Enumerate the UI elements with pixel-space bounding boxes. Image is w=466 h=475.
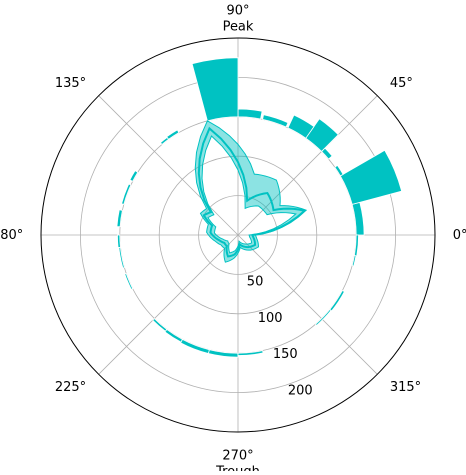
label-layer: 0° 45° 90°Peak 135° 180° 225° 270°Trough 315° 50… — [0, 3, 466, 475]
grid-layer — [41, 38, 435, 432]
r-tick-label-50: 50 — [247, 274, 264, 289]
hist-bar-17 — [152, 318, 168, 332]
theta-tick-label-315: 315° — [390, 380, 421, 395]
theta-grid-line-45 — [237, 95, 378, 236]
hist-bar-12 — [121, 183, 132, 205]
theta-grid-line-225 — [98, 234, 239, 375]
hist-bar-22 — [314, 308, 332, 326]
r-tick-label-100: 100 — [258, 311, 283, 326]
theta-tick-label-0: 0° — [453, 228, 466, 243]
r-tick-label-150: 150 — [273, 347, 298, 362]
theta-tick-label-180: 180° — [0, 228, 23, 243]
mean-line-layer — [197, 126, 307, 258]
theta-grid-line-315 — [237, 234, 378, 375]
frame-layer — [40, 37, 436, 433]
theta-tick-label-135: 135° — [55, 76, 86, 91]
hist-bar-21 — [237, 350, 264, 356]
polar-frame — [40, 37, 436, 433]
theta-grid-line-135 — [98, 95, 239, 236]
hist-bar-15 — [118, 246, 125, 269]
band-layer — [194, 120, 308, 263]
hist-bar-20 — [207, 349, 239, 358]
mean-line — [197, 126, 307, 258]
hist-bar-13 — [116, 209, 123, 228]
hist-bar-23 — [329, 289, 345, 312]
hist-bar-6 — [262, 114, 289, 128]
hist-bar-2 — [334, 164, 344, 177]
hist-bar-25 — [353, 234, 359, 257]
hist-bar-10 — [159, 136, 170, 146]
hist-bar-1 — [339, 149, 403, 205]
hist-bar-11 — [129, 170, 139, 182]
theta-sublabel-trough: Trough — [215, 465, 260, 471]
hist-bar-9 — [166, 129, 180, 140]
hist-bar-4 — [305, 118, 339, 152]
histogram-layer — [116, 57, 403, 358]
hist-bar-8 — [191, 57, 239, 122]
theta-tick-label-225: 225° — [55, 380, 86, 395]
confidence-band — [194, 120, 308, 263]
hist-bar-7 — [237, 108, 263, 120]
hist-bar-24 — [351, 255, 357, 267]
hist-bar-18 — [164, 328, 184, 343]
hist-bar-19 — [180, 338, 210, 354]
theta-tick-label-45: 45° — [390, 76, 413, 91]
hist-bar-5 — [287, 114, 315, 139]
hist-bar-16 — [124, 272, 134, 290]
hist-bar-0 — [351, 201, 365, 236]
hist-bar-14 — [117, 234, 121, 249]
theta-sublabel-peak: Peak — [223, 19, 254, 34]
theta-tick-label-270: 270° — [222, 449, 253, 464]
theta-tick-label-90: 90° — [226, 3, 249, 18]
r-tick-label-200: 200 — [288, 384, 313, 399]
